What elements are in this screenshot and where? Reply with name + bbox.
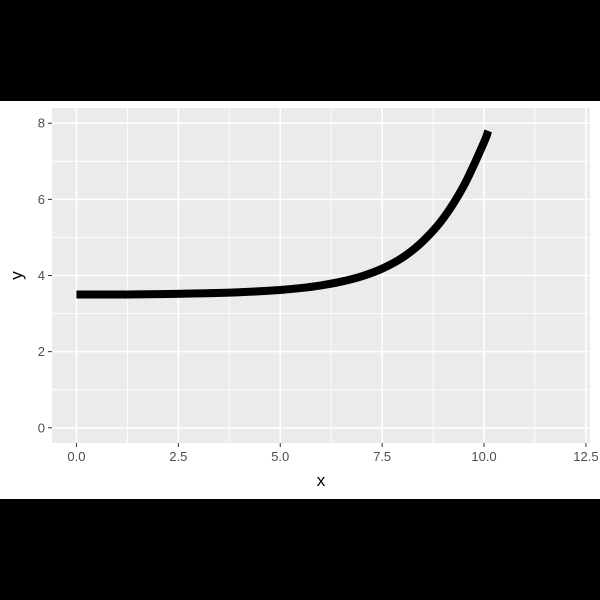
x-axis-title: x (317, 471, 326, 490)
x-tick-label: 7.5 (373, 449, 391, 464)
x-tick-label: 12.5 (573, 449, 598, 464)
y-axis-title: y (7, 271, 26, 280)
series-layer (76, 129, 492, 299)
y-tick-label: 0 (38, 420, 45, 435)
y-tick-label: 2 (38, 344, 45, 359)
y-tick-label: 8 (38, 116, 45, 131)
line-chart: 0.0 2.5 5.0 7.5 10.0 12.5 0 2 4 6 8 x y (7, 108, 599, 490)
x-tick-label: 2.5 (169, 449, 187, 464)
y-axis: 0 2 4 6 8 (38, 116, 52, 435)
major-gridlines (52, 108, 590, 443)
x-axis: 0.0 2.5 5.0 7.5 10.0 12.5 (67, 443, 599, 464)
series-line-0 (76, 129, 492, 299)
x-tick-label: 5.0 (271, 449, 289, 464)
chart-figure: 0.0 2.5 5.0 7.5 10.0 12.5 0 2 4 6 8 x y (0, 101, 600, 499)
x-tick-label: 10.0 (471, 449, 496, 464)
y-tick-label: 6 (38, 192, 45, 207)
x-tick-label: 0.0 (67, 449, 85, 464)
y-tick-label: 4 (38, 268, 45, 283)
